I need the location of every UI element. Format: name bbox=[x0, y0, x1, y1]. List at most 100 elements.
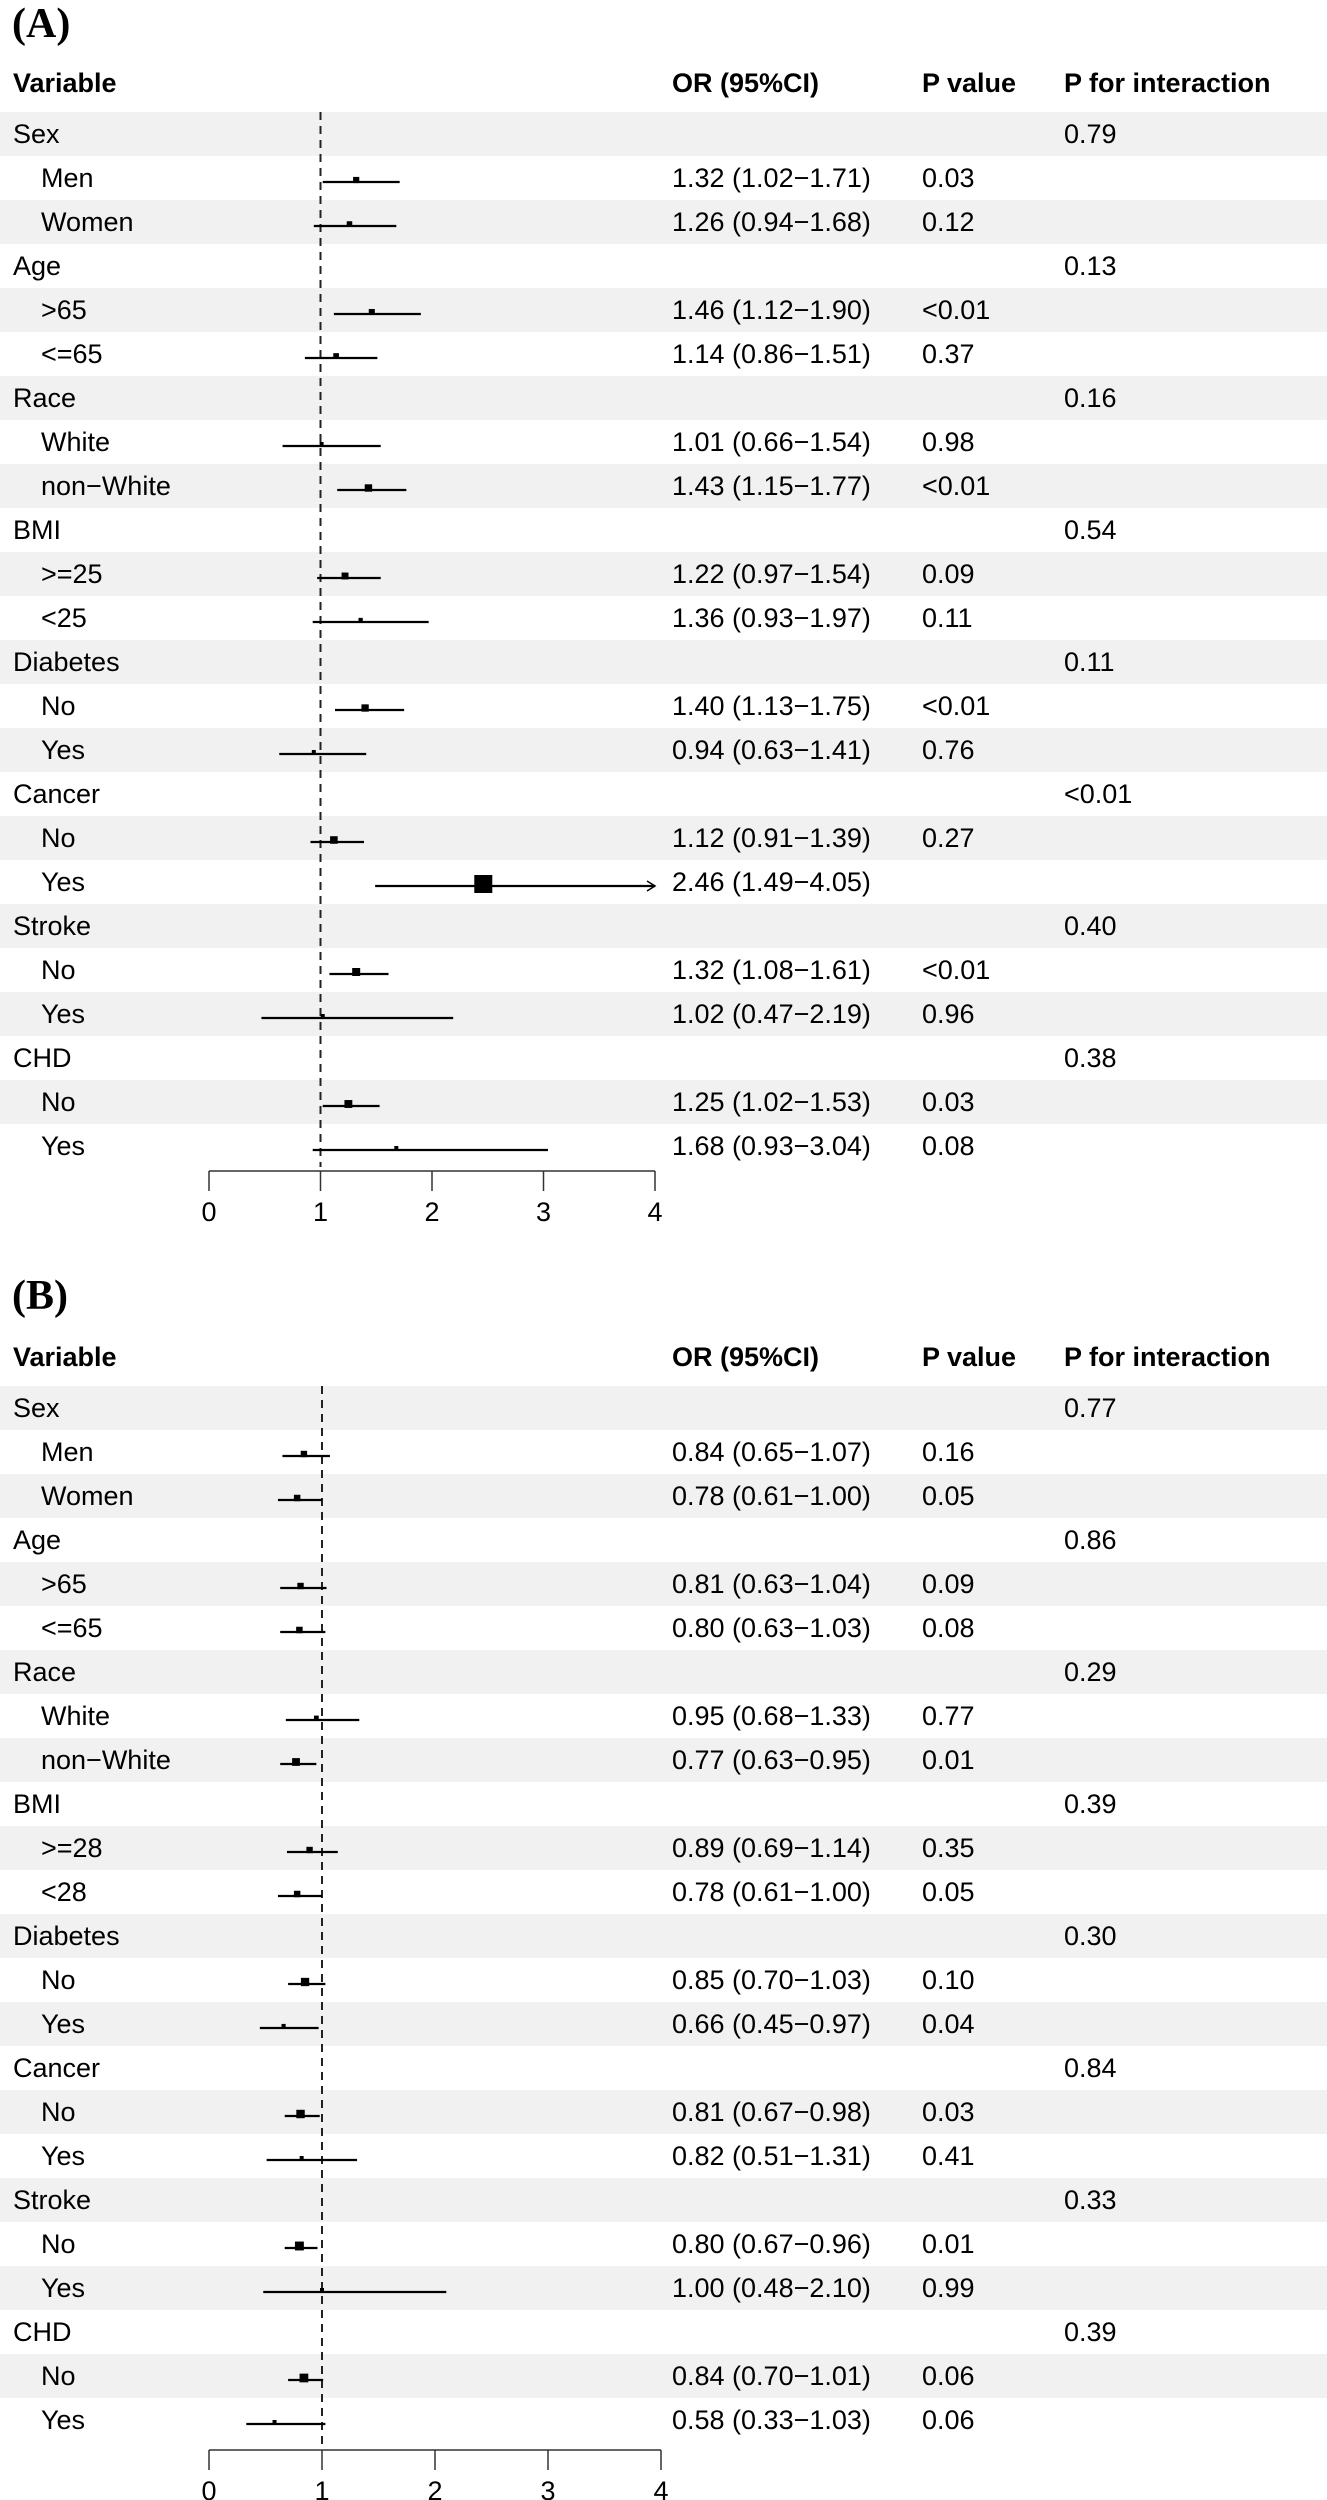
ci-mark bbox=[333, 308, 421, 316]
or-ci-text: 1.32 (1.02−1.71) bbox=[672, 163, 871, 193]
point-estimate bbox=[346, 221, 353, 227]
p-value: <0.01 bbox=[922, 471, 991, 501]
subgroup-row: Yes 0.58 (0.33−1.03) 0.06 bbox=[0, 2398, 1327, 2442]
p-value: 0.09 bbox=[922, 559, 975, 589]
subgroup-row: >=28 0.89 (0.69−1.14) 0.35 bbox=[0, 1826, 1327, 1870]
point-estimate bbox=[306, 1846, 313, 1854]
point-estimate bbox=[344, 1100, 353, 1108]
p-value: 0.16 bbox=[922, 1437, 975, 1467]
ci-mark bbox=[263, 2288, 447, 2294]
row-label: >=25 bbox=[41, 559, 103, 589]
subgroup-row: Men 1.32 (1.02−1.71) 0.03 bbox=[0, 156, 1327, 200]
or-ci-text: 1.40 (1.13−1.75) bbox=[672, 691, 871, 721]
p-value: 0.08 bbox=[922, 1131, 975, 1161]
ci-mark bbox=[334, 704, 405, 712]
point-estimate bbox=[293, 1494, 301, 1502]
or-ci-text: 1.26 (0.94−1.68) bbox=[672, 207, 871, 237]
row-label: No bbox=[41, 823, 76, 853]
row-label: Cancer bbox=[13, 2053, 101, 2083]
row-label: Diabetes bbox=[13, 1921, 120, 1951]
point-estimate bbox=[394, 1146, 399, 1150]
or-ci-text: 0.81 (0.67−0.98) bbox=[672, 2097, 871, 2127]
point-estimate bbox=[474, 875, 493, 893]
row-label: BMI bbox=[13, 515, 62, 545]
point-estimate bbox=[299, 2156, 304, 2160]
point-estimate bbox=[320, 2288, 324, 2292]
ci-mark bbox=[310, 836, 364, 844]
p-value: 0.03 bbox=[922, 163, 975, 193]
x-tick-label: 4 bbox=[653, 2476, 668, 2500]
row-label: Age bbox=[13, 1525, 62, 1555]
p-value: 0.06 bbox=[922, 2361, 975, 2391]
p-value: 0.27 bbox=[922, 823, 975, 853]
subgroup-row: Yes 1.00 (0.48−2.10) 0.99 bbox=[0, 2266, 1327, 2310]
or-ci-text: 1.00 (0.48−2.10) bbox=[672, 2273, 871, 2303]
row-label: Diabetes bbox=[13, 647, 120, 677]
ci-mark bbox=[286, 1846, 338, 1854]
row-label: No bbox=[41, 2229, 76, 2259]
ci-mark bbox=[282, 1450, 330, 1458]
subgroup-row: <=65 0.80 (0.63−1.03) 0.08 bbox=[0, 1606, 1327, 1650]
ci-arrow bbox=[646, 880, 657, 892]
or-ci-text: 0.82 (0.51−1.31) bbox=[672, 2141, 871, 2171]
p-value: 0.76 bbox=[922, 735, 975, 765]
subgroup-row: No 1.40 (1.13−1.75) <0.01 bbox=[0, 684, 1327, 728]
or-ci-text: 0.85 (0.70−1.03) bbox=[672, 1965, 871, 1995]
point-estimate bbox=[341, 572, 349, 580]
or-ci-text: 1.68 (0.93−3.04) bbox=[672, 1131, 871, 1161]
x-tick-label: 4 bbox=[647, 1197, 662, 1227]
p-value: 0.09 bbox=[922, 1569, 975, 1599]
subgroup-row: non−White 1.43 (1.15−1.77) <0.01 bbox=[0, 464, 1327, 508]
ci-mark bbox=[282, 442, 381, 448]
subgroup-row: White 0.95 (0.68−1.33) 0.77 bbox=[0, 1694, 1327, 1738]
ci-mark bbox=[277, 1494, 322, 1502]
p-interaction: 0.33 bbox=[1064, 2185, 1117, 2215]
p-interaction: 0.77 bbox=[1064, 1393, 1117, 1423]
group-row: Cancer 0.84 bbox=[0, 2046, 1327, 2090]
or-ci-text: 1.12 (0.91−1.39) bbox=[672, 823, 871, 853]
x-tick-label: 2 bbox=[427, 2476, 442, 2500]
subgroup-row: Women 0.78 (0.61−1.00) 0.05 bbox=[0, 1474, 1327, 1518]
or-ci-text: 1.36 (0.93−1.97) bbox=[672, 603, 871, 633]
p-value: 0.96 bbox=[922, 999, 975, 1029]
p-value: <0.01 bbox=[922, 691, 991, 721]
group-row: BMI 0.39 bbox=[0, 1782, 1327, 1826]
ci-mark bbox=[279, 750, 367, 756]
panel-label: (A) bbox=[12, 1, 71, 47]
ci-mark bbox=[259, 2023, 319, 2030]
row-label: Sex bbox=[13, 119, 60, 149]
group-row: CHD 0.39 bbox=[0, 2310, 1327, 2354]
point-estimate bbox=[300, 1977, 310, 1987]
point-estimate bbox=[281, 2023, 286, 2029]
p-interaction: <0.01 bbox=[1064, 779, 1133, 809]
subgroup-row: Yes 0.94 (0.63−1.41) 0.76 bbox=[0, 728, 1327, 772]
p-value: 0.10 bbox=[922, 1965, 975, 1995]
header-p: P value bbox=[922, 68, 1017, 98]
p-interaction: 0.38 bbox=[1064, 1043, 1117, 1073]
p-value: 0.35 bbox=[922, 1833, 975, 1863]
group-row: Age 0.13 bbox=[0, 244, 1327, 288]
ci-mark bbox=[280, 1626, 326, 1634]
p-value: 0.03 bbox=[922, 1087, 975, 1117]
ci-mark bbox=[288, 2373, 324, 2383]
group-row: Stroke 0.33 bbox=[0, 2178, 1327, 2222]
row-label: BMI bbox=[13, 1789, 62, 1819]
p-value: 0.77 bbox=[922, 1701, 975, 1731]
subgroup-row: <28 0.78 (0.61−1.00) 0.05 bbox=[0, 1870, 1327, 1914]
subgroup-row: >65 1.46 (1.12−1.90) <0.01 bbox=[0, 288, 1327, 332]
x-tick-label: 1 bbox=[314, 2476, 329, 2500]
ci-mark bbox=[266, 2156, 358, 2162]
point-estimate bbox=[330, 836, 338, 844]
group-row: Diabetes 0.30 bbox=[0, 1914, 1327, 1958]
group-row: Age 0.86 bbox=[0, 1518, 1327, 1562]
row-label: Yes bbox=[41, 2273, 86, 2303]
row-label: Yes bbox=[41, 735, 86, 765]
p-interaction: 0.54 bbox=[1064, 515, 1117, 545]
ci-mark bbox=[285, 1715, 360, 1722]
group-row: Race 0.16 bbox=[0, 376, 1327, 420]
row-label: Yes bbox=[41, 2141, 86, 2171]
group-row: BMI 0.54 bbox=[0, 508, 1327, 552]
row-label: <=65 bbox=[41, 339, 103, 369]
x-tick-label: 0 bbox=[201, 1197, 216, 1227]
row-label: No bbox=[41, 955, 76, 985]
